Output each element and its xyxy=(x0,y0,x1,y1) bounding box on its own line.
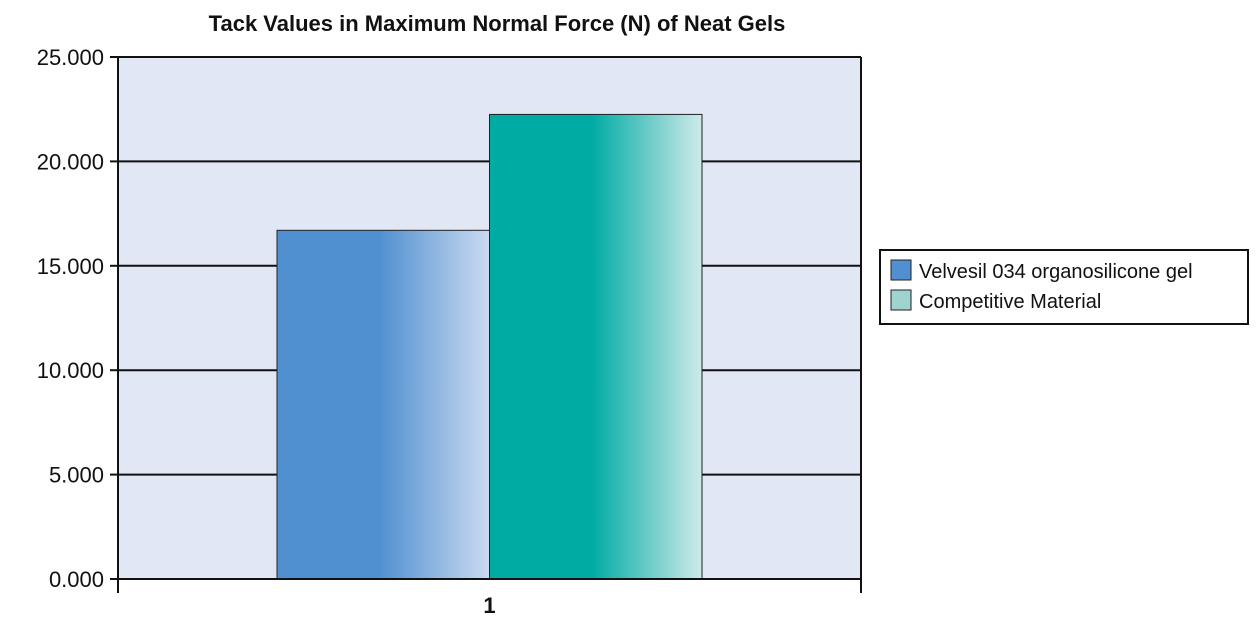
legend-label: Velvesil 034 organosilicone gel xyxy=(919,261,1193,283)
x-tick-labels: 1 xyxy=(483,593,495,617)
bar-competitive-material xyxy=(489,113,703,580)
legend-box xyxy=(879,249,1249,325)
legend-swatch xyxy=(890,259,912,281)
axes xyxy=(110,56,862,593)
legend-label: Competitive Material xyxy=(919,291,1101,313)
y-tick-label: 20.000 xyxy=(37,149,104,174)
bars xyxy=(276,113,703,580)
y-tick-label: 15.000 xyxy=(37,254,104,279)
x-category-label: 1 xyxy=(483,593,495,617)
y-tick-labels: 0.000 5.000 10.000 15.000 20.000 25.000 xyxy=(37,45,104,592)
legend: Velvesil 034 organosilicone gel Competiti… xyxy=(879,249,1249,325)
chart-title: Tack Values in Maximum Normal Force (N) … xyxy=(209,11,786,36)
y-tick-label: 0.000 xyxy=(49,567,104,592)
y-tick-label: 5.000 xyxy=(49,463,104,488)
y-tick-label: 25.000 xyxy=(37,45,104,70)
legend-swatch xyxy=(890,289,912,311)
y-tick-label: 10.000 xyxy=(37,358,104,383)
bar-velvesil xyxy=(276,229,491,580)
